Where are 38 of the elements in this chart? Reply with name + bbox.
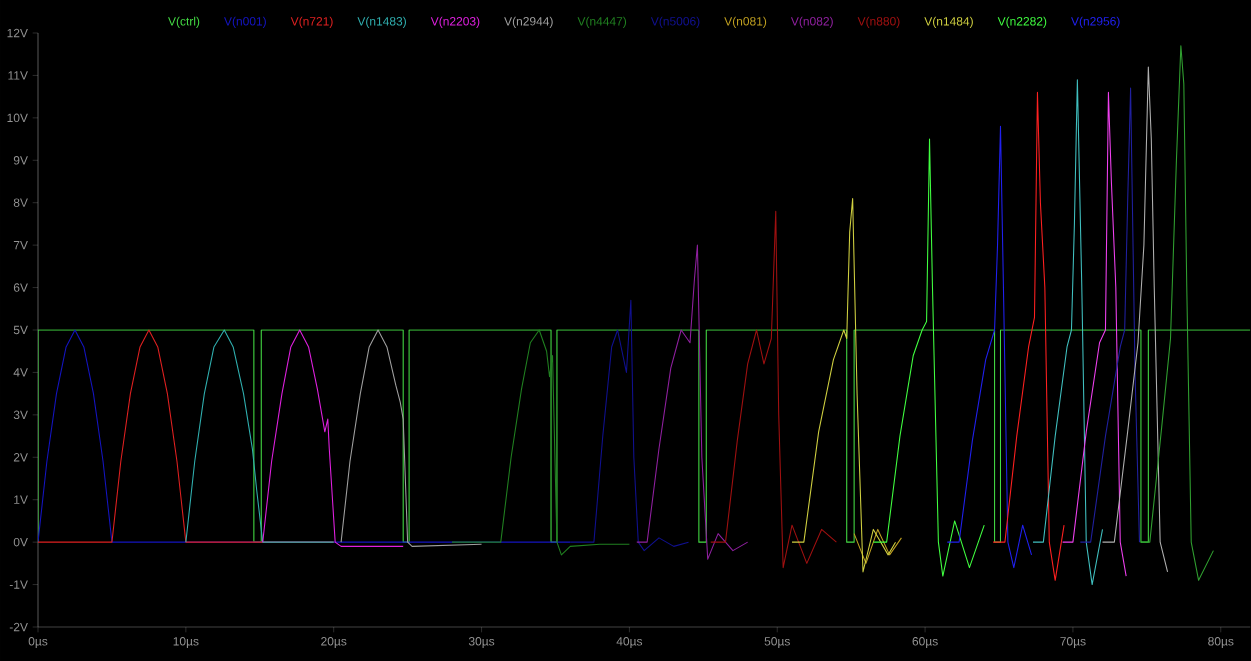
x-tick-label: 0µs xyxy=(28,637,48,648)
y-tick-label: 1V xyxy=(14,495,28,504)
text: V(n721) xyxy=(290,16,333,28)
y-tick-label: 7V xyxy=(13,241,28,250)
y-tick-label: 5V xyxy=(13,325,28,335)
y-tick-label: 6V xyxy=(13,283,28,292)
text: V(n2956) xyxy=(1071,16,1120,28)
text: V(n082) xyxy=(790,16,833,28)
x-tick-label: 60µs xyxy=(912,637,938,648)
y-tick-label: 9V xyxy=(13,156,28,165)
y-tick-label: 4V xyxy=(13,368,28,377)
x-tick-label: 80µs xyxy=(1208,637,1234,648)
y-tick-label: 2V xyxy=(13,453,28,462)
y-tick-label: 3V xyxy=(13,410,28,420)
y-tick-label: 11V xyxy=(8,71,28,80)
y-tick-label: 10V xyxy=(7,113,28,123)
text: V(n1484) xyxy=(924,16,973,28)
y-tick-label: 8V xyxy=(13,198,28,207)
text: V(n081) xyxy=(724,16,767,28)
x-tick-label: 50µs xyxy=(764,637,790,648)
y-tick-label: -2V xyxy=(9,622,28,632)
text: V(n2282) xyxy=(997,16,1047,28)
text: V(n4447) xyxy=(577,16,627,28)
text: V(n880) xyxy=(857,16,900,28)
text: V(n001) xyxy=(224,16,266,28)
text: V(n1483) xyxy=(357,16,406,28)
x-tick-label: 70µs xyxy=(1060,637,1086,648)
x-tick-label: 30µs xyxy=(468,637,495,648)
x-tick-label: 20µs xyxy=(321,637,347,648)
text: V(n2203) xyxy=(430,16,480,28)
text: V(ctrl) xyxy=(168,16,200,28)
x-tick-label: 40µs xyxy=(616,637,643,648)
x-tick-label: 10µs xyxy=(173,637,199,648)
text: V(n5006) xyxy=(650,16,700,28)
y-tick-label: 0V xyxy=(13,537,28,547)
y-tick-label: 12V xyxy=(7,28,28,38)
text: V(n2944) xyxy=(504,16,553,28)
y-tick-label: -1V xyxy=(9,580,28,589)
